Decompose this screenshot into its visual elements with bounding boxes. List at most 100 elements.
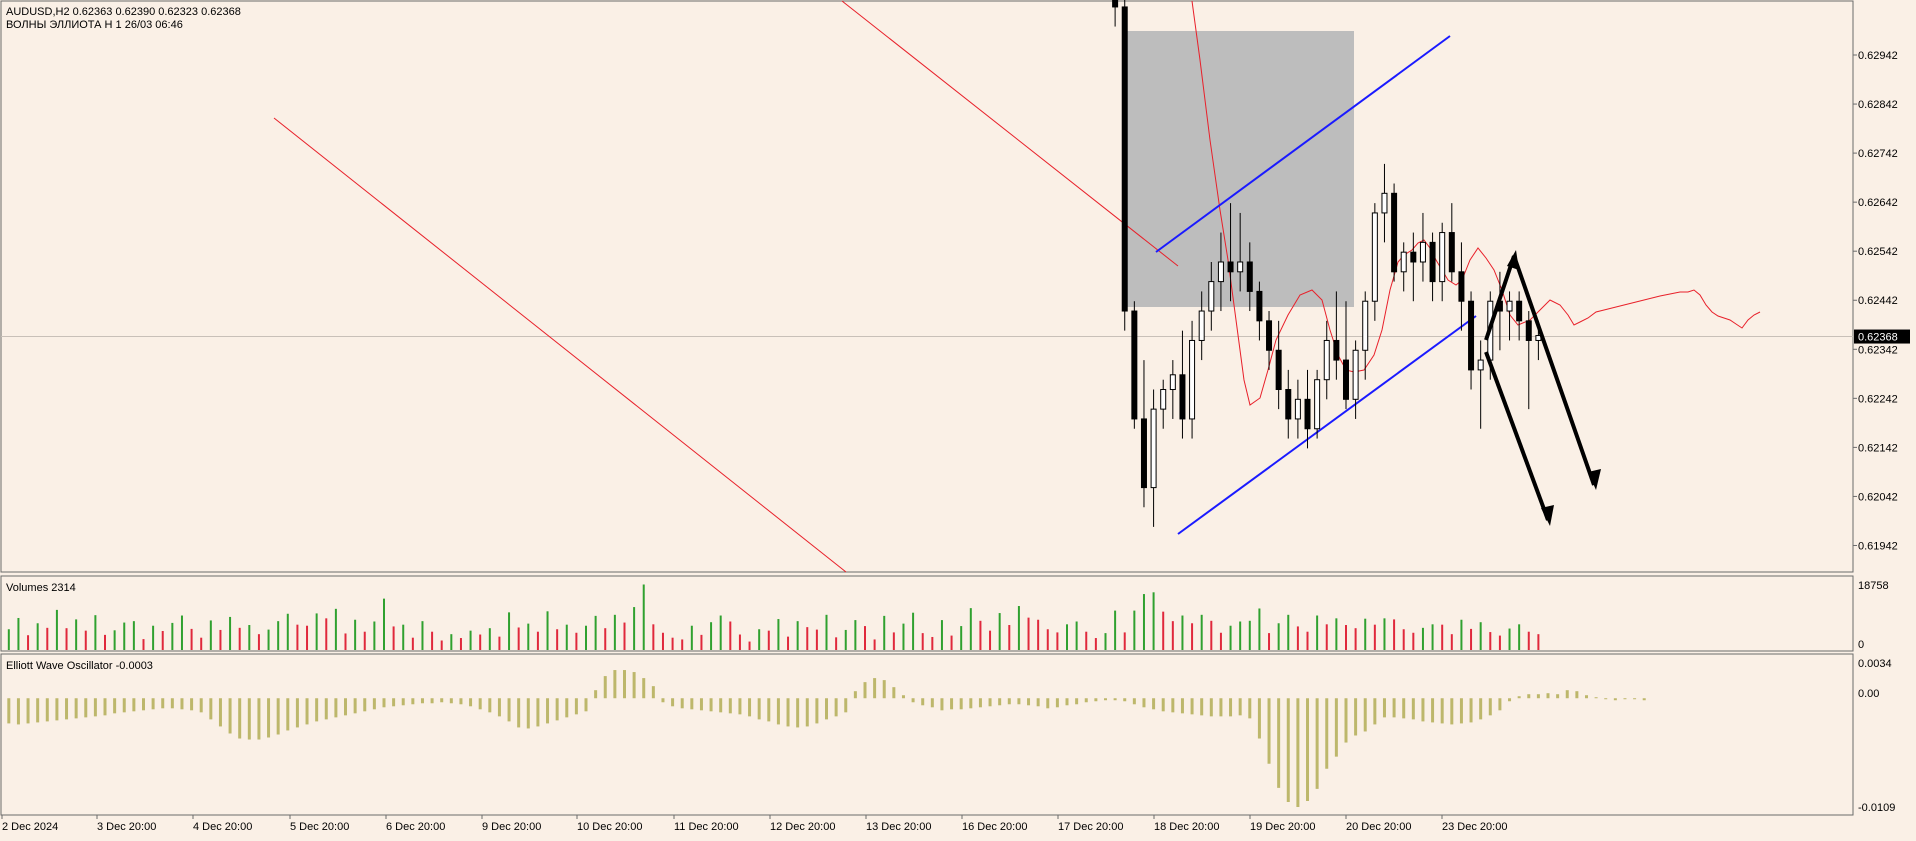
- candle-body: [1458, 271, 1465, 302]
- candle-body: [1304, 398, 1311, 430]
- price-scale-label: 0.62342: [1858, 344, 1898, 356]
- candle-body: [1131, 310, 1138, 420]
- time-axis: 2 Dec 2024 3 Dec 20:00 4 Dec 20:00 5 Dec 20…: [1, 815, 1507, 833]
- price-scale-label: 0.62842: [1858, 99, 1898, 111]
- candle-body: [1217, 261, 1224, 283]
- time-axis-label: 2 Dec 2024: [2, 821, 58, 833]
- candle-body: [1140, 418, 1147, 489]
- time-axis-label: 20 Dec 20:00: [1346, 821, 1411, 833]
- candle-body: [1468, 300, 1475, 371]
- volume-scale-bottom: 0: [1858, 639, 1864, 651]
- candle-body: [1429, 241, 1436, 283]
- candle-body: [1160, 389, 1167, 410]
- volume-panel-title: Volumes 2314: [6, 582, 76, 594]
- arrow-head-up: [1507, 250, 1519, 270]
- price-panel-frame: [0, 0, 1854, 573]
- channel-line-lower[interactable]: [1177, 315, 1477, 535]
- price-scale-label: 0.62142: [1858, 442, 1898, 454]
- candle-body: [1275, 349, 1282, 391]
- candle-body: [1150, 408, 1157, 489]
- wave-arrows[interactable]: [1484, 250, 1601, 526]
- candle-body: [1342, 359, 1349, 400]
- oscillator-panel[interactable]: Elliott Wave Oscillator -0.0003 0.0034 0…: [0, 653, 1895, 816]
- current-price-tag: 0.62368: [1854, 329, 1910, 344]
- candle-body: [1323, 339, 1330, 381]
- candle-body: [1333, 339, 1340, 361]
- candle-body: [1169, 374, 1176, 391]
- oscillator-panel-frame: [0, 653, 1854, 816]
- volume-panel-frame: [0, 575, 1854, 652]
- candle-body: [1208, 281, 1215, 312]
- candle-body: [1381, 192, 1388, 214]
- candle-body: [1237, 261, 1244, 273]
- time-axis-label: 18 Dec 20:00: [1154, 821, 1219, 833]
- arrow-path-down-long: [1512, 255, 1596, 486]
- oscillator-scale-bottom: -0.0109: [1858, 802, 1895, 814]
- time-axis-label: 4 Dec 20:00: [193, 821, 252, 833]
- arrow-path-up: [1484, 255, 1516, 341]
- current-price-tag-box: [1854, 329, 1910, 344]
- candle-body: [1391, 192, 1398, 273]
- price-panel[interactable]: AUDUSD,H2 0.62363 0.62390 0.62323 0.6236…: [0, 0, 1910, 573]
- time-axis-label: 23 Dec 20:00: [1442, 821, 1507, 833]
- candle-body: [1516, 300, 1523, 322]
- price-scale-label: 0.62442: [1858, 295, 1898, 307]
- time-axis-label: 9 Dec 20:00: [482, 821, 541, 833]
- candle-body: [1400, 251, 1407, 273]
- candle-body: [1266, 320, 1273, 351]
- chart-header-line2: ВОЛНЫ ЭЛЛИОТА H 1 26/03 06:46: [6, 19, 183, 31]
- oscillator-scale-top: 0.0034: [1858, 658, 1892, 670]
- arrow-path-down-short: [1484, 351, 1550, 521]
- channel-line-upper[interactable]: [1155, 35, 1451, 253]
- candle-body: [1314, 379, 1321, 430]
- time-axis-label: 19 Dec 20:00: [1250, 821, 1315, 833]
- price-scale-label: 0.62742: [1858, 148, 1898, 160]
- candle-body: [1419, 241, 1426, 263]
- candle-body: [1246, 261, 1253, 292]
- time-axis-label: 3 Dec 20:00: [97, 821, 156, 833]
- candles: [1112, 0, 1542, 527]
- price-scale: 0.62942 0.62842 0.62742 0.62642 0.62542 0.624…: [1853, 50, 1898, 552]
- time-axis-label: 16 Dec 20:00: [962, 821, 1027, 833]
- rectangle-zone[interactable]: [1122, 31, 1354, 307]
- moving-average-line: [1191, 0, 1761, 406]
- price-scale-label: 0.62542: [1858, 246, 1898, 258]
- candle-body: [1477, 359, 1484, 371]
- candle-body: [1112, 0, 1119, 8]
- time-axis-label: 11 Dec 20:00: [674, 821, 739, 833]
- volume-bars: [7, 584, 1540, 650]
- candle-body: [1525, 320, 1532, 341]
- oscillator-scale-mid: 0.00: [1858, 688, 1879, 700]
- price-scale-label: 0.62242: [1858, 393, 1898, 405]
- current-price-tag-text: 0.62368: [1858, 332, 1898, 344]
- candle-body: [1410, 251, 1417, 263]
- time-axis-label: 10 Dec 20:00: [577, 821, 642, 833]
- candle-body: [1371, 212, 1378, 302]
- price-scale-label: 0.62642: [1858, 197, 1898, 209]
- volume-panel[interactable]: Volumes 2314 18758 0: [0, 575, 1889, 652]
- price-scale-label: 0.62042: [1858, 491, 1898, 503]
- candle-body: [1189, 339, 1196, 420]
- time-axis-label: 6 Dec 20:00: [386, 821, 445, 833]
- oscillator-bars: [7, 670, 1646, 807]
- candle-body: [1448, 232, 1455, 273]
- time-axis-label: 5 Dec 20:00: [290, 821, 349, 833]
- candle-body: [1121, 6, 1128, 312]
- volume-scale-top: 18758: [1858, 580, 1889, 592]
- price-scale-label: 0.61942: [1858, 540, 1898, 552]
- trendline-red-left[interactable]: [273, 117, 847, 573]
- price-scale-label: 0.62942: [1858, 50, 1898, 62]
- candle-body: [1506, 300, 1513, 312]
- oscillator-panel-title: Elliott Wave Oscillator -0.0003: [6, 660, 153, 672]
- arrow-head-down-short: [1541, 505, 1554, 526]
- arrow-head-down-long: [1588, 469, 1601, 490]
- candle-body: [1227, 261, 1234, 273]
- chart-header-line1: AUDUSD,H2 0.62363 0.62390 0.62323 0.6236…: [6, 6, 241, 18]
- candle-body: [1285, 389, 1292, 420]
- candle-body: [1256, 290, 1263, 322]
- candle-body: [1179, 374, 1186, 420]
- candle-body: [1362, 300, 1369, 351]
- time-axis-label: 17 Dec 20:00: [1058, 821, 1123, 833]
